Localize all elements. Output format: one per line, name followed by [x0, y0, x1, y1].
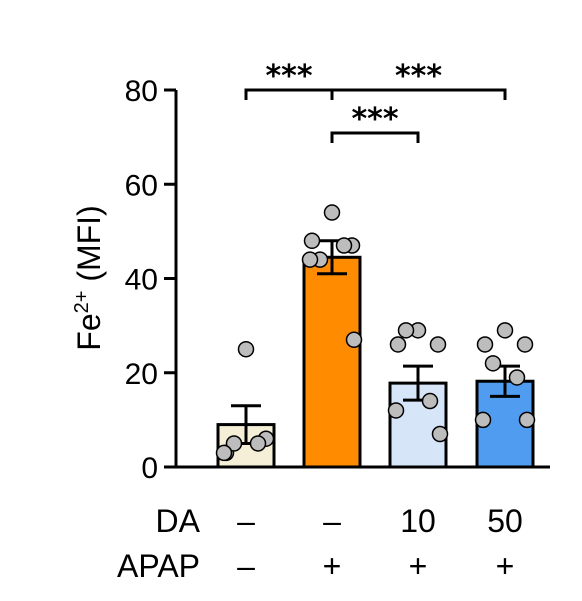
row-value: – [323, 503, 341, 539]
data-point [397, 322, 415, 339]
y-tick-label: 20 [125, 358, 158, 391]
row-label: APAP [117, 548, 200, 584]
data-point [345, 331, 363, 349]
row-value: + [323, 548, 342, 584]
data-point [518, 411, 536, 429]
row-value: 50 [487, 503, 523, 539]
y-tick-label: 80 [125, 75, 158, 108]
data-point [225, 435, 243, 452]
data-point [508, 369, 526, 386]
data-point [303, 232, 321, 250]
bar [302, 255, 362, 469]
significance-bracket [330, 88, 507, 100]
significance-label: *** [351, 102, 398, 137]
row-value: + [409, 548, 428, 584]
row-value: – [237, 548, 255, 584]
data-points [215, 204, 536, 462]
bars [216, 255, 535, 469]
data-point [389, 336, 407, 353]
data-point [215, 444, 233, 462]
data-point [387, 402, 405, 419]
y-axis-label-sup: 2+ [71, 291, 93, 314]
data-point [476, 336, 494, 353]
data-point [301, 251, 319, 268]
y-axis-label-rest: (MFI) [71, 205, 107, 290]
y-tick-label: 40 [125, 264, 158, 297]
data-point [429, 336, 447, 353]
row-value: + [496, 548, 515, 584]
error-bars [231, 239, 520, 445]
y-axis-label-base: Fe [71, 313, 107, 350]
data-point [249, 435, 267, 452]
significance-label: *** [265, 59, 312, 94]
data-point [421, 392, 439, 410]
data-point [323, 204, 341, 221]
row-value: – [237, 503, 255, 539]
data-point [484, 355, 502, 372]
row-value: 10 [400, 503, 436, 539]
y-ticks: 0 20 40 60 80 [125, 75, 176, 485]
data-point [335, 237, 353, 254]
row-label: DA [156, 503, 201, 539]
significance-bracket [330, 131, 420, 143]
y-tick-label: 0 [141, 452, 158, 485]
data-point [431, 425, 449, 443]
data-point [496, 322, 514, 339]
data-point [237, 340, 255, 358]
significance-brackets: *** *** *** [244, 59, 507, 143]
data-point [516, 336, 534, 353]
data-point [474, 411, 492, 429]
significance-label: *** [395, 59, 442, 94]
y-axis-label: Fe2+ (MFI) [71, 205, 107, 350]
y-tick-label: 60 [125, 169, 158, 202]
